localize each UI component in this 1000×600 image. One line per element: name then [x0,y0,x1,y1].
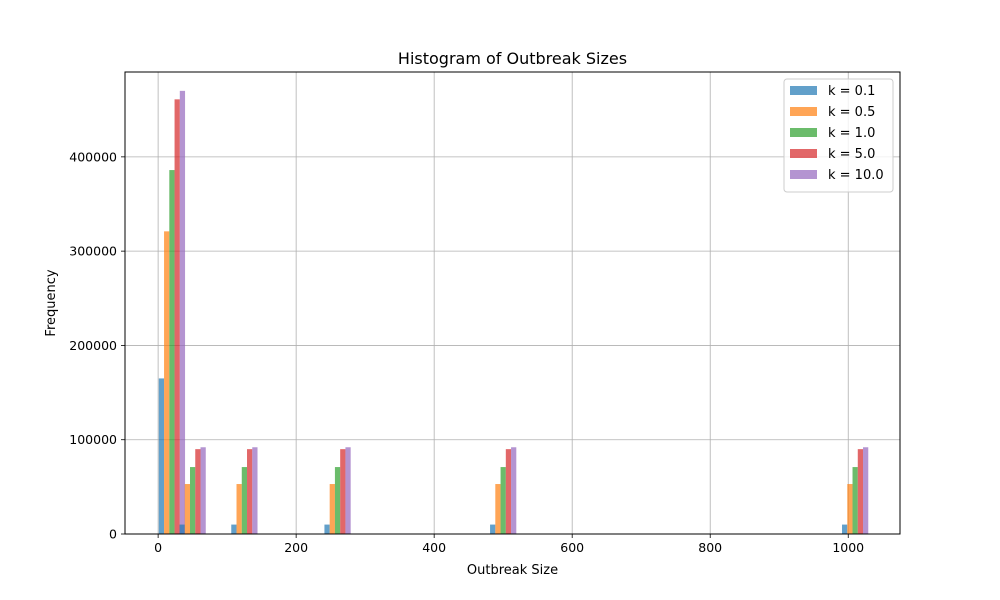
bar-k-1-0-0 [169,170,175,535]
x-tick-label: 1000 [832,540,864,555]
bars [158,90,869,535]
bar-k-0-5-5 [847,484,853,534]
legend-swatch [790,170,817,179]
legend-swatch [790,86,817,95]
bar-k-0-5-4 [495,484,501,534]
legend-swatch [790,149,817,158]
bar-k-0-1-2 [231,524,237,534]
legend-swatch [790,128,817,137]
legend-label: k = 10.0 [828,168,884,183]
bar-k-5-0-5 [857,449,864,534]
bar-k-5-0-0 [174,99,180,534]
bar-k-10-0-1 [200,447,206,534]
plot-area-frame [124,71,901,535]
legend: k = 0.1 k = 0.5 k = 1.0 k = 5.0 k = 10.0 [783,78,894,193]
bar-k-10-0-2 [252,447,258,534]
bar-k-10-0-3 [345,447,351,534]
x-tick-label: 0 [154,540,162,555]
legend-label: k = 0.1 [828,84,875,99]
chart-title: Histogram of Outbreak Sizes [398,49,627,68]
legend-label: k = 1.0 [828,126,875,141]
y-tick-label: 300000 [69,244,117,259]
y-tick-label: 100000 [69,432,117,447]
bar-k-1-0-2 [241,467,248,534]
bar-k-1-0-1 [190,467,196,534]
x-tick-label: 600 [560,540,584,555]
bar-k-1-0-3 [334,467,341,534]
bar-k-1-0-5 [852,467,858,534]
x-tick-label: 200 [284,540,308,555]
bar-k-5-0-4 [505,449,512,534]
y-tick-label: 0 [109,527,117,542]
y-axis-ticks: 0 100000 200000 300000 400000 [69,149,125,542]
x-tick-label: 800 [698,540,722,555]
bar-k-0-5-3 [329,484,335,534]
bar-k-10-0-4 [511,447,517,534]
bar-k-0-5-1 [184,484,191,534]
x-axis-ticks: 0 200 400 600 800 1000 [154,534,864,555]
bar-k-0-5-0 [164,231,170,535]
bar-k-5-0-1 [195,449,201,534]
bar-k-0-1-4 [490,524,496,534]
bar-k-10-0-5 [863,447,869,534]
y-axis-title: Frequency [44,269,59,336]
legend-label: k = 0.5 [828,105,875,120]
bar-k-5-0-2 [247,449,253,534]
y-tick-label: 400000 [69,149,117,164]
bar-k-0-1-3 [324,524,330,534]
y-tick-label: 200000 [69,338,117,353]
bar-k-1-0-4 [500,467,506,534]
x-tick-label: 400 [422,540,446,555]
bar-k-5-0-3 [340,449,346,534]
bar-k-10-0-0 [179,90,186,534]
bar-k-0-1-0 [158,378,165,534]
bar-k-0-1-5 [842,524,848,534]
bar-k-0-1-1 [179,524,185,534]
legend-swatch [790,107,817,116]
legend-label: k = 5.0 [828,147,875,162]
x-axis-title: Outbreak Size [467,563,558,578]
bar-k-0-5-2 [236,484,242,534]
